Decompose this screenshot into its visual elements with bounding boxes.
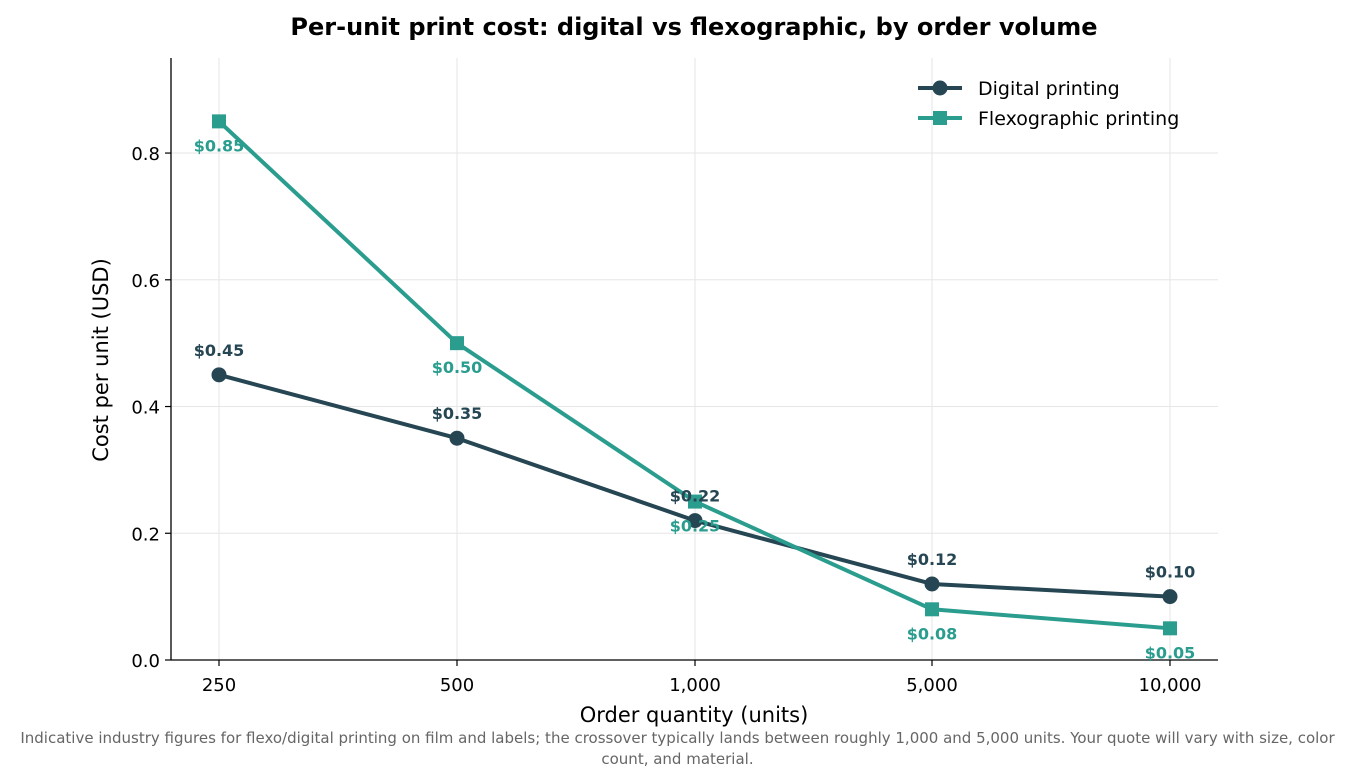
data-label: $0.05 xyxy=(1145,643,1196,662)
x-tick-label: 5,000 xyxy=(906,675,958,696)
data-label: $0.12 xyxy=(907,550,958,569)
chart-title: Per-unit print cost: digital vs flexogra… xyxy=(290,13,1097,41)
data-label: $0.08 xyxy=(907,624,958,643)
x-tick-label: 500 xyxy=(440,675,474,696)
data-point-circle xyxy=(1162,589,1178,605)
y-tick-label: 0.2 xyxy=(131,524,160,545)
x-tick-label: 10,000 xyxy=(1139,675,1202,696)
y-tick-label: 0.4 xyxy=(131,398,160,419)
data-label: $0.25 xyxy=(670,517,721,536)
data-label: $0.50 xyxy=(432,358,483,377)
legend-marker-circle xyxy=(932,80,948,96)
legend: Digital printing Flexographic printing xyxy=(918,78,1179,130)
caption: Indicative industry figures for flexo/di… xyxy=(0,728,1355,770)
y-tick-label: 0.0 xyxy=(131,651,160,672)
data-point-square xyxy=(688,494,702,509)
y-tick-label: 0.6 xyxy=(131,271,160,292)
y-axis-label: Cost per unit (USD) xyxy=(89,258,113,462)
data-label: $0.10 xyxy=(1145,563,1196,582)
data-point-square xyxy=(925,602,939,617)
x-tick-label: 250 xyxy=(202,675,236,696)
data-label: $0.35 xyxy=(432,404,483,423)
legend-label: Flexographic printing xyxy=(978,108,1179,130)
data-label: $0.85 xyxy=(194,136,245,155)
x-tick-label: 1,000 xyxy=(669,675,721,696)
data-point-circle xyxy=(924,576,940,592)
legend-marker-square xyxy=(933,111,947,125)
x-axis-label: Order quantity (units) xyxy=(580,703,809,727)
data-point-square xyxy=(212,114,226,129)
data-point-circle xyxy=(449,430,465,446)
gridlines xyxy=(171,58,1218,660)
series xyxy=(211,114,1178,636)
data-point-square xyxy=(1163,621,1177,636)
data-point-circle xyxy=(687,513,703,529)
data-point-circle xyxy=(211,367,227,383)
legend-label: Digital printing xyxy=(978,78,1120,100)
data-label: $0.45 xyxy=(194,341,245,360)
data-label: $0.22 xyxy=(670,487,721,506)
caption-text: Indicative industry figures for flexo/di… xyxy=(20,729,1335,768)
axes: 0.0 0.2 0.4 0.6 0.8 250 500 1,000 5,000 10,000 xyxy=(131,58,1218,696)
data-point-square xyxy=(450,336,464,351)
data-labels: $0.45 $0.35 $0.22 $0.12 $0.10 $0.85 $0.50 $0.25… xyxy=(194,136,1196,662)
y-tick-label: 0.8 xyxy=(131,144,160,165)
